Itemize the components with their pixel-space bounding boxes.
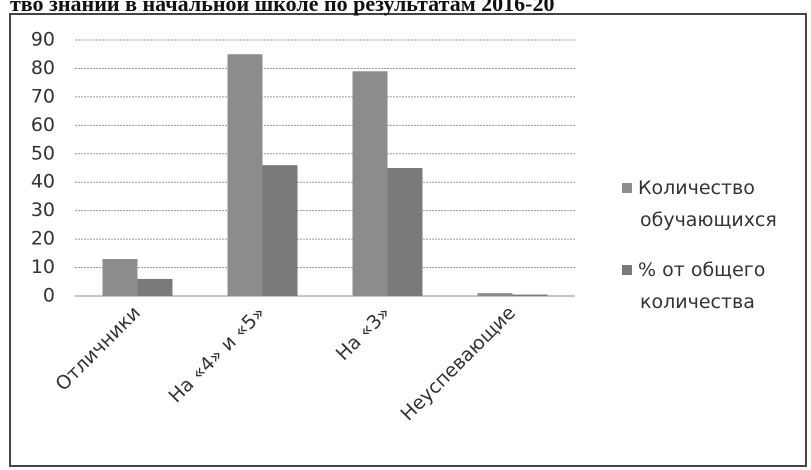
legend-swatch <box>622 183 632 193</box>
y-tick-label: 20 <box>31 228 55 250</box>
bar <box>227 54 263 296</box>
y-tick-label: 90 <box>31 29 55 51</box>
y-tick-label: 0 <box>43 285 55 307</box>
legend-label: % от общего количества <box>638 259 765 313</box>
y-tick-label: 10 <box>31 256 55 278</box>
bar <box>262 165 298 296</box>
legend-label: Количество обучающихся <box>638 177 777 231</box>
bar <box>477 293 513 296</box>
y-tick-label: 60 <box>31 114 55 136</box>
y-tick-label: 40 <box>31 171 55 193</box>
legend-swatch <box>622 265 632 275</box>
bar <box>352 71 388 297</box>
bar <box>137 278 173 296</box>
y-tick-label: 30 <box>31 199 55 221</box>
y-tick-label: 80 <box>31 57 55 79</box>
bar <box>387 168 423 296</box>
chart-title: тво знаний в начальной школе по результа… <box>10 0 555 16</box>
y-tick-label: 70 <box>31 85 55 107</box>
y-tick-label: 50 <box>31 142 55 164</box>
bar <box>102 259 138 296</box>
bar <box>512 294 548 296</box>
